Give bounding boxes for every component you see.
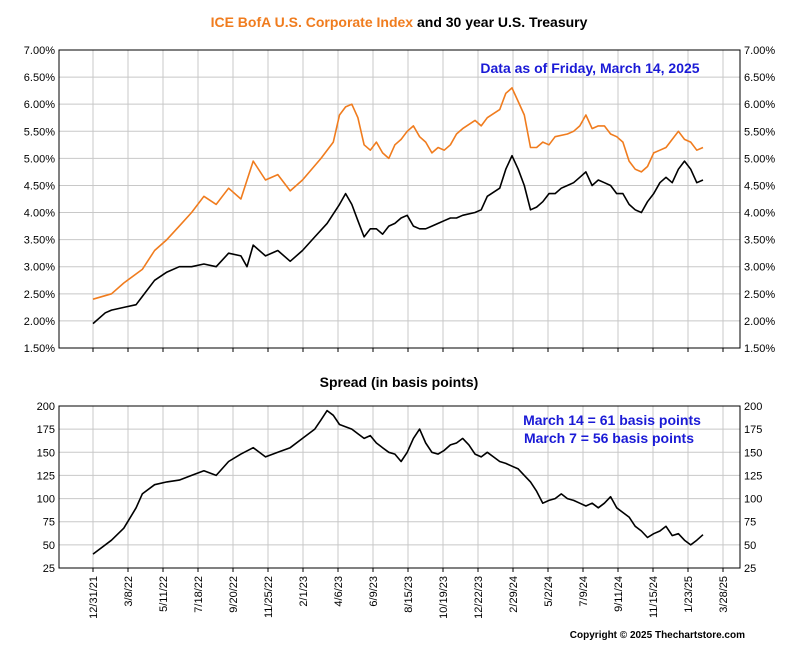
y-tick-label-left: 4.00%: [24, 208, 55, 220]
y-tick-label-right: 4.50%: [744, 180, 775, 192]
x-tick-label: 11/25/22: [263, 576, 275, 618]
x-tick-label: 2/29/24: [508, 576, 520, 613]
y-tick-label-left: 3.00%: [24, 262, 55, 274]
bottom-annotation-2: March 7 = 56 basis points: [524, 430, 694, 446]
y-tick-label-right: 150: [744, 447, 762, 459]
bottom-panel-frame: [58, 405, 741, 569]
bottom-title: Spread (in basis points): [320, 374, 479, 390]
bottom-annotation-1: March 14 = 61 basis points: [523, 412, 701, 428]
y-tick-label-left: 25: [43, 563, 55, 575]
y-tick-label-right: 4.00%: [744, 208, 775, 220]
y-tick-label-left: 5.00%: [24, 153, 55, 165]
x-tick-label: 12/22/23: [473, 576, 485, 619]
x-tick-label: 4/6/23: [333, 576, 345, 607]
x-tick-label: 3/28/25: [718, 576, 730, 613]
y-tick-label-left: 200: [37, 401, 55, 413]
x-tick-label: 11/15/24: [648, 576, 660, 618]
y-tick-label-left: 150: [37, 447, 55, 459]
y-tick-label-left: 6.00%: [24, 99, 55, 111]
x-tick-label: 5/2/24: [543, 576, 555, 607]
top-title: ICE BofA U.S. Corporate Index and 30 yea…: [211, 14, 588, 30]
bottom-y-axis-left: 200 175 150 125 100 75 50 25: [37, 401, 55, 575]
x-tick-label: 5/11/22: [158, 576, 170, 612]
copyright-text: Copyright © 2025 Thechartstore.com: [570, 630, 745, 641]
x-tick-label: 6/9/23: [368, 576, 380, 607]
y-tick-label-left: 3.50%: [24, 235, 55, 247]
y-tick-label-left: 4.50%: [24, 180, 55, 192]
y-tick-label-right: 3.50%: [744, 235, 775, 247]
y-tick-label-right: 25: [744, 563, 756, 575]
y-tick-label-right: 6.00%: [744, 99, 775, 111]
y-tick-label-right: 200: [744, 401, 762, 413]
x-tick-label: 9/11/24: [613, 576, 625, 612]
y-tick-label-right: 75: [744, 517, 756, 529]
y-tick-label-left: 6.50%: [24, 72, 55, 84]
top-panel-frame: [58, 49, 741, 349]
x-axis-ticks: 12/31/21 3/8/22 5/11/22 7/18/22 9/20/22 11/25…: [88, 576, 730, 619]
top-annotation: Data as of Friday, March 14, 2025: [480, 60, 699, 76]
x-tick-label: 1/23/25: [683, 576, 695, 613]
y-tick-label-left: 5.50%: [24, 126, 55, 138]
y-tick-label-left: 175: [37, 424, 55, 436]
y-tick-label-right: 125: [744, 470, 762, 482]
y-tick-label-left: 100: [37, 494, 55, 506]
y-tick-label-left: 7.00%: [24, 45, 55, 57]
y-tick-label-right: 2.00%: [744, 316, 775, 328]
x-tick-label: 7/9/24: [578, 576, 590, 607]
x-tick-label: 10/19/23: [438, 576, 450, 619]
y-tick-label-right: 5.00%: [744, 153, 775, 165]
x-tick-label: 8/15/23: [403, 576, 415, 613]
x-tick-label: 2/1/23: [298, 576, 310, 607]
x-tick-label: 3/8/22: [123, 576, 135, 607]
y-tick-label-left: 2.00%: [24, 316, 55, 328]
y-tick-label-left: 2.50%: [24, 289, 55, 301]
y-tick-label-right: 5.50%: [744, 126, 775, 138]
x-tick-label: 9/20/22: [228, 576, 240, 613]
y-tick-label-right: 2.50%: [744, 289, 775, 301]
series-line: [92, 87, 704, 300]
y-tick-label-right: 50: [744, 540, 756, 552]
top-panel-grid: [59, 49, 740, 352]
top-y-axis-right: 7.00% 6.50% 6.00% 5.50% 5.00% 4.50% 4.00% 3.50%…: [744, 45, 775, 355]
series-line: [92, 154, 704, 325]
y-tick-label-right: 3.00%: [744, 262, 775, 274]
y-tick-label-right: 6.50%: [744, 72, 775, 84]
y-tick-label-left: 50: [43, 540, 55, 552]
y-tick-label-right: 1.50%: [744, 343, 775, 355]
y-tick-label-left: 125: [37, 470, 55, 482]
y-tick-label-right: 100: [744, 494, 762, 506]
y-tick-label-left: 1.50%: [24, 343, 55, 355]
bottom-series-lines: [92, 409, 704, 555]
y-tick-label-right: 7.00%: [744, 45, 775, 57]
bottom-y-axis-right: 200 175 150 125 100 75 50 25: [744, 401, 762, 575]
x-tick-label: 7/18/22: [193, 576, 205, 613]
x-tick-label: 12/31/21: [88, 576, 100, 619]
y-tick-label-right: 175: [744, 424, 762, 436]
series-line: [92, 409, 704, 555]
y-tick-label-left: 75: [43, 517, 55, 529]
top-y-axis-left: 7.00% 6.50% 6.00% 5.50% 5.00% 4.50% 4.00% 3.50%…: [24, 45, 55, 355]
top-title-part1: ICE BofA U.S. Corporate Index: [211, 14, 414, 30]
top-title-part2: and 30 year U.S. Treasury: [413, 14, 588, 30]
top-series-lines: [92, 87, 704, 325]
